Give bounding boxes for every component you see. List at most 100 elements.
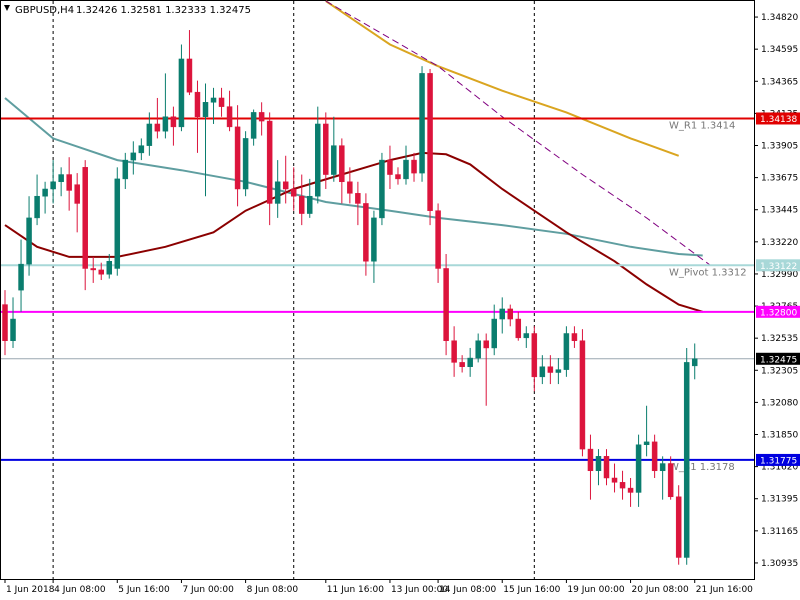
w-r1-price-tag — [756, 112, 800, 125]
y-tick-label: 1.32305 — [761, 366, 798, 376]
candle-body — [531, 333, 538, 378]
candle-body — [515, 318, 522, 339]
current-price-price-tag-text: 1.32475 — [760, 355, 797, 365]
y-tick-label: 1.31850 — [761, 431, 798, 441]
candle-body — [242, 138, 249, 190]
x-tick-label: 1 Jun 2018 — [6, 585, 55, 595]
candle-body — [347, 181, 353, 194]
candle-body — [66, 174, 72, 191]
y-tick-label: 1.32535 — [761, 334, 798, 344]
x-tick-label: 21 Jun 16:00 — [696, 585, 753, 595]
candle-body — [98, 269, 104, 275]
candle-body — [178, 58, 185, 128]
y-tick-label: 1.33905 — [761, 142, 798, 152]
collapse-arrow-icon[interactable] — [4, 5, 10, 11]
candle-body — [170, 116, 177, 128]
horizontal-levels: W_R1 1.3414 W_Pivot 1.3312 W_S1 1.3178 — [1, 117, 754, 473]
candle-body — [258, 112, 265, 122]
candle-body — [274, 181, 281, 204]
x-tick-label: 11 Jun 16:00 — [327, 585, 384, 595]
candle-body — [643, 441, 650, 446]
candle-body — [435, 210, 441, 269]
candle-body — [387, 159, 393, 175]
candle-body — [627, 487, 634, 493]
candle-body — [451, 340, 457, 363]
candle-body — [34, 195, 40, 219]
candle-body — [138, 145, 145, 154]
candles — [2, 30, 698, 565]
candle-body — [483, 340, 489, 349]
candle-body — [355, 193, 361, 204]
candle-body — [659, 463, 666, 472]
candle-body — [10, 318, 16, 341]
y-tick-label: 1.31165 — [761, 527, 798, 537]
y-tick-label: 1.31395 — [761, 495, 798, 505]
y-tick-label: 1.33220 — [761, 238, 798, 248]
candle-body — [595, 456, 602, 472]
candle-body — [571, 333, 578, 341]
w-s1-label: W_S1 1.3178 — [669, 462, 735, 473]
ma-orange-line — [325, 0, 680, 157]
ohlc-values: 1.32426 1.32581 1.32333 1.32475 — [76, 5, 251, 16]
candle-body — [411, 159, 417, 174]
candle-body — [18, 263, 24, 291]
candle-body — [90, 268, 96, 271]
candle-body — [403, 159, 409, 180]
y-tick-label: 1.33675 — [761, 174, 798, 184]
ma-teal-line — [4, 97, 703, 257]
candle-body — [226, 106, 233, 128]
candle-body — [162, 116, 169, 132]
candle-body — [307, 195, 313, 214]
magenta-level-price-tag-text: 1.32800 — [760, 308, 797, 318]
symbol-timeframe: GBPUSD,H4 — [15, 5, 74, 16]
candle-body — [507, 308, 514, 320]
time-axis[interactable]: 1 Jun 2018 4 Jun 08:00 5 Jun 16:00 7 Jun 00… — [4, 579, 753, 595]
candle-body — [290, 188, 297, 197]
candle-body — [26, 217, 32, 265]
candle-body — [122, 159, 129, 180]
candle-body — [74, 184, 80, 204]
current-price-price-tag — [756, 352, 800, 365]
candle-body — [250, 112, 257, 139]
candle-body — [619, 482, 626, 489]
candle-body — [491, 318, 497, 349]
candle-body — [363, 203, 369, 262]
candle-body — [475, 340, 481, 359]
trend-purple-dashed-line — [325, 0, 712, 267]
candle-body — [539, 366, 546, 378]
candle-body — [154, 123, 161, 132]
candle-body — [234, 126, 241, 190]
candle-body — [611, 477, 618, 483]
chart-header: GBPUSD,H4 1.32426 1.32581 1.32333 1.3247… — [4, 5, 251, 16]
candle-body — [371, 217, 377, 262]
w-s1-price-tag — [756, 453, 800, 466]
w-r1-price-tag-text: 1.34138 — [760, 115, 797, 125]
candle-body — [42, 188, 48, 197]
candle-body — [339, 145, 345, 183]
x-tick-label: 15 Jun 16:00 — [503, 585, 560, 595]
x-tick-label: 4 Jun 08:00 — [54, 585, 106, 595]
candle-body — [419, 73, 425, 174]
candle-body — [691, 358, 698, 367]
candle-body — [210, 97, 217, 103]
price-axis[interactable]: 1.348201.345951.343651.341351.339051.336… — [754, 13, 800, 569]
candle-body — [459, 362, 465, 367]
candle-body — [379, 159, 385, 219]
candle-body — [194, 91, 201, 117]
candle-body — [467, 357, 473, 367]
period-separators — [52, 1, 535, 579]
candle-body — [683, 362, 690, 558]
candle-body — [315, 123, 321, 197]
x-tick-label: 20 Jun 08:00 — [632, 585, 689, 595]
x-tick-label: 19 Jun 00:00 — [567, 585, 624, 595]
candle-body — [298, 195, 305, 214]
candle-body — [563, 333, 570, 370]
candle-body — [675, 496, 682, 558]
y-tick-label: 1.34595 — [761, 45, 798, 55]
candle-body — [146, 123, 153, 146]
candle-body — [331, 145, 337, 175]
y-tick-label: 1.30935 — [761, 559, 798, 569]
candle-body — [323, 123, 329, 175]
chart-frame — [0, 0, 755, 580]
